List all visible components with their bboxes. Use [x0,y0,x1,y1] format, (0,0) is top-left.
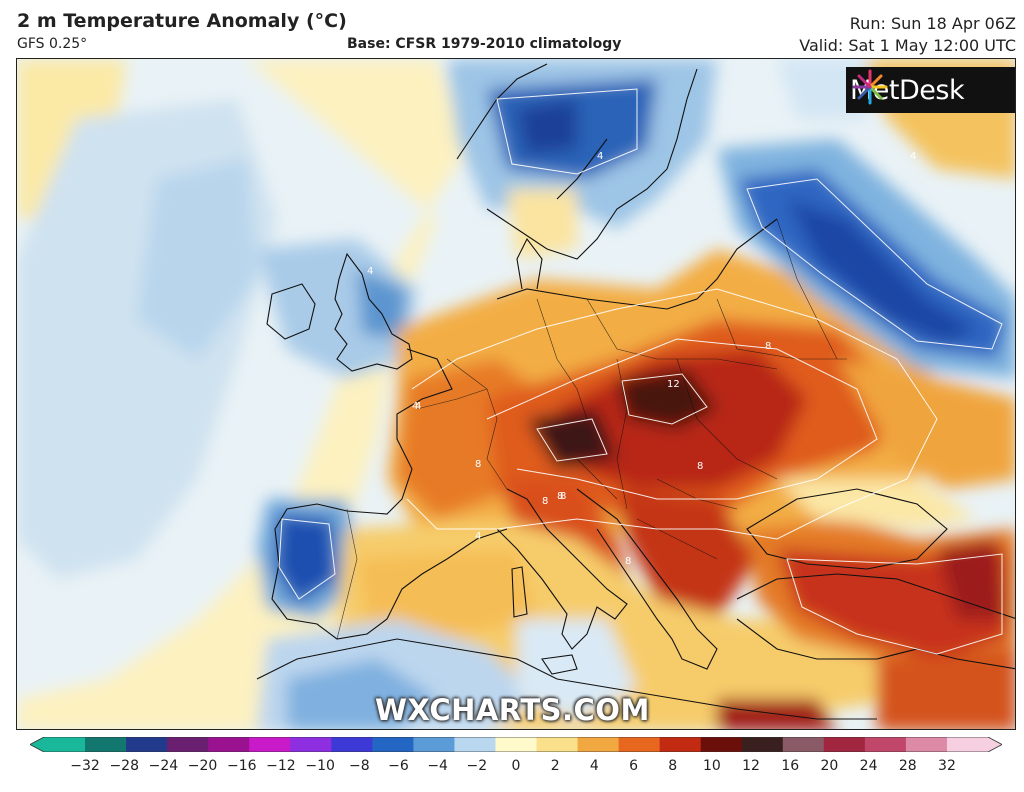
colorbar-tick-label: −6 [388,758,409,774]
colorbar-tick-label: −10 [305,758,335,774]
anomaly-contours [278,88,1003,655]
colorbar-segment [659,737,702,752]
contour-label: 4 [597,151,603,162]
valid-time-label: Valid: Sat 1 May 12:00 UTC [799,36,1016,55]
colorbar-segment [126,737,168,752]
colorbar-segment [905,737,948,752]
colorbar-segment [290,737,332,752]
contour-label: 4 [910,151,916,162]
colorbar-tick-label: −28 [109,758,139,774]
colorbar-tick-label: 16 [781,758,800,774]
colorbar-tick-label: −2 [466,758,488,774]
colorbar-min-arrow [30,737,44,752]
colorbar-segment [167,737,209,752]
temperature-anomaly-map[interactable]: 4 4 4 8 8 8 8 8 8 8 12 4 4 4 MetDesk WXCHARTS.COM [16,58,1016,730]
colorbar-tick-label: −24 [148,758,179,774]
colorbar-tick-label: −32 [70,758,100,774]
colorbar-segment [864,737,907,752]
colorbar-segment [700,737,743,752]
contour-label: 8 [557,491,563,502]
colorbar-segment [331,737,373,752]
colorbar [30,737,1002,752]
colorbar-tick-label: 0 [511,758,521,774]
contour-label: 8 [560,491,566,502]
colorbar-segment [577,737,620,752]
metdesk-starburst-icon [852,69,888,105]
colorbar-tick-label: 6 [629,758,638,774]
colorbar-tick-label: 20 [820,758,839,774]
colorbar-ticks: −32 −28 −24 −20 −16 −12 −10 −8 −6 −4 −2 0 2 4 6 8 10 12 16… [0,758,1024,780]
colorbar-tick-label: 32 [938,758,956,774]
colorbar-tick-label: −12 [266,758,296,774]
contour-label: 4 [475,531,481,542]
colorbar-segment [454,737,496,752]
colorbar-tick-label: 2 [550,758,560,774]
colorbar-tick-label: 8 [668,758,678,774]
colorbar-tick-label: 24 [859,758,878,774]
contour-label: 8 [765,341,771,352]
colorbar-segment [536,737,579,752]
colorbar-tick-label: 10 [702,758,721,774]
colorbar-segment [372,737,414,752]
colorbar-segment [208,737,250,752]
colorbar-segment [495,737,538,752]
colorbar-tick-label: −16 [226,758,257,774]
colorbar-segment [249,737,291,752]
model-label: GFS 0.25° [17,36,88,52]
metdesk-logo: MetDesk [846,67,1015,113]
colorbar-tick-label: 12 [742,758,760,774]
colorbar-tick-label: 4 [589,758,599,774]
wxcharts-watermark: WXCHARTS.COM [375,693,650,727]
colorbar-segment [823,737,866,752]
colorbar-segment [946,737,989,752]
contour-label: 8 [475,459,481,470]
colorbar-max-arrow [988,737,1002,752]
colorbar-tick-label: −8 [348,758,370,774]
country-borders [336,218,847,640]
colorbar-segment [782,737,825,752]
contour-label: 4 [415,401,421,412]
colorbar-tick-label: −20 [187,758,218,774]
colorbar-segment [85,737,127,752]
chart-title: 2 m Temperature Anomaly (°C) [17,10,347,32]
contour-label: 8 [542,496,548,507]
contour-label: 12 [667,379,680,390]
contour-label: 8 [625,556,631,567]
colorbar-tick-label: 28 [898,758,917,774]
colorbar-segment [618,737,661,752]
contour-label: 8 [697,461,703,472]
contour-label: 4 [412,401,418,412]
colorbar-segment [413,737,455,752]
base-climatology-label: Base: CFSR 1979-2010 climatology [347,36,622,52]
colorbar-segment [44,737,86,752]
run-time-label: Run: Sun 18 Apr 06Z [849,14,1016,33]
contour-label: 4 [367,266,373,277]
colorbar-tick-label: −4 [427,758,448,774]
colorbar-segment [741,737,784,752]
